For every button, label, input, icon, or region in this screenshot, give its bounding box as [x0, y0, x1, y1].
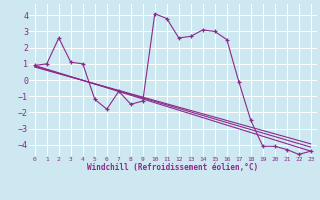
- X-axis label: Windchill (Refroidissement éolien,°C): Windchill (Refroidissement éolien,°C): [87, 163, 258, 172]
